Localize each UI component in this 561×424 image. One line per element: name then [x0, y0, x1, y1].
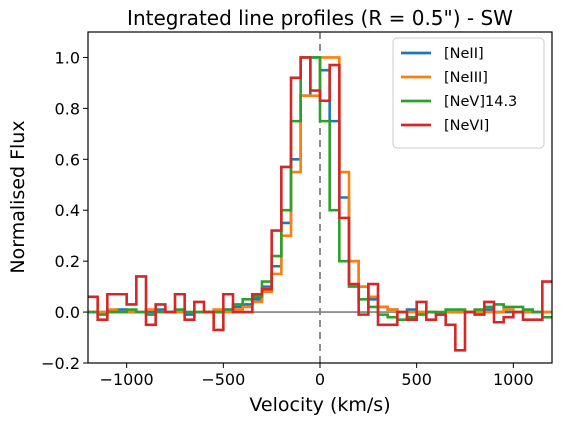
legend-box — [392, 37, 545, 149]
y-tick-label: 0.4 — [55, 201, 80, 220]
y-tick-label: −0.2 — [41, 354, 80, 373]
y-axis-label: Normalised Flux — [7, 120, 29, 273]
legend-label-1: [NeII] — [444, 46, 484, 62]
x-tick-label: 0 — [315, 370, 325, 389]
y-tick-label: 0.8 — [55, 99, 80, 118]
legend-label-4: [NeVI] — [444, 118, 489, 134]
legend: [NeII] [NeIII] [NeV]14.3 [NeVI] — [392, 37, 545, 149]
x-tick-label: −1000 — [100, 370, 154, 389]
chart-title: Integrated line profiles (R = 0.5") - SW — [127, 6, 513, 30]
x-axis-label: Velocity (km/s) — [249, 394, 390, 416]
y-tick-label: 0.0 — [55, 303, 80, 322]
x-tick-label: 500 — [401, 370, 432, 389]
legend-label-3: [NeV]14.3 — [444, 94, 517, 110]
series-line-4 — [88, 56, 552, 352]
y-tick-label: 0.2 — [55, 252, 80, 271]
legend-label-2: [NeIII] — [444, 70, 488, 86]
x-tick-label: 1000 — [493, 370, 534, 389]
x-tick-label: −500 — [201, 370, 245, 389]
y-tick-label: 0.6 — [55, 150, 80, 169]
y-tick-label: 1.0 — [55, 48, 80, 67]
